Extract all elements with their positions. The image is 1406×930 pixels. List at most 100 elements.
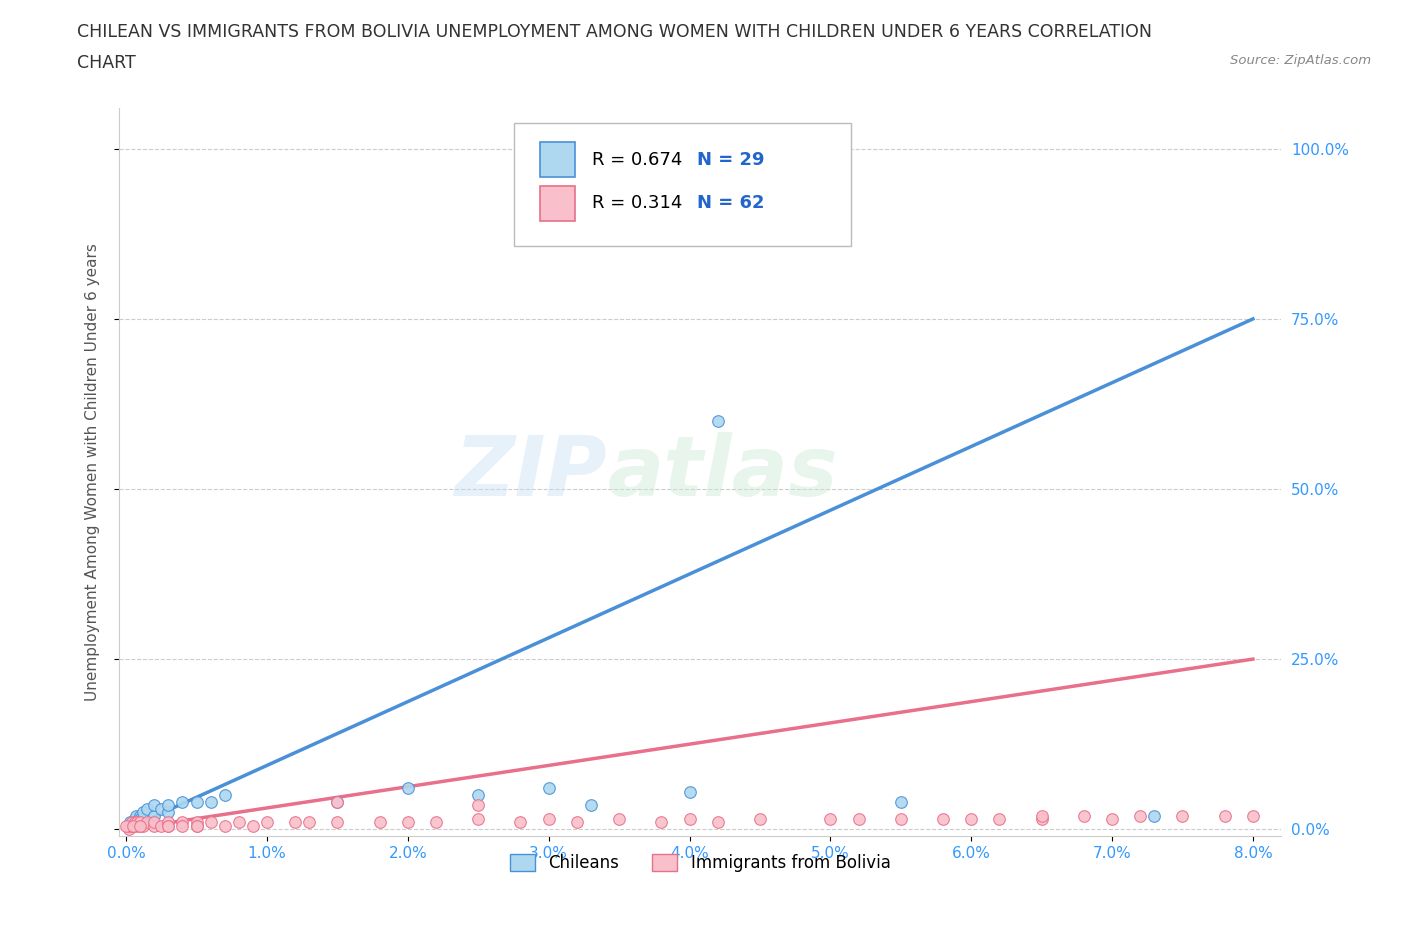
FancyBboxPatch shape bbox=[540, 186, 575, 220]
Point bbox=[326, 815, 349, 830]
Text: N = 62: N = 62 bbox=[696, 194, 763, 212]
Point bbox=[579, 798, 602, 813]
Point bbox=[124, 812, 146, 827]
Point bbox=[650, 815, 672, 830]
Point bbox=[200, 815, 222, 830]
Point bbox=[706, 414, 728, 429]
Point bbox=[242, 818, 264, 833]
Point bbox=[1101, 812, 1123, 827]
Point bbox=[157, 804, 180, 819]
Text: atlas: atlas bbox=[607, 432, 838, 512]
Point bbox=[1171, 808, 1194, 823]
Point bbox=[467, 812, 489, 827]
Point bbox=[143, 815, 166, 830]
Y-axis label: Unemployment Among Women with Children Under 6 years: Unemployment Among Women with Children U… bbox=[86, 243, 100, 701]
Point bbox=[120, 815, 142, 830]
Point bbox=[118, 822, 141, 837]
Text: CHART: CHART bbox=[77, 54, 136, 72]
Point bbox=[122, 815, 145, 830]
Point bbox=[1129, 808, 1152, 823]
Point bbox=[143, 798, 166, 813]
Point bbox=[172, 794, 194, 809]
Point bbox=[129, 818, 152, 833]
Point bbox=[1213, 808, 1236, 823]
Text: R = 0.314: R = 0.314 bbox=[592, 194, 682, 212]
Point bbox=[1031, 812, 1053, 827]
Point bbox=[1143, 808, 1166, 823]
Text: N = 29: N = 29 bbox=[696, 151, 763, 168]
Point bbox=[848, 812, 870, 827]
Point bbox=[120, 818, 142, 833]
Point bbox=[298, 815, 321, 830]
Point bbox=[143, 818, 166, 833]
Point bbox=[129, 808, 152, 823]
Point bbox=[396, 781, 419, 796]
Point bbox=[186, 815, 208, 830]
Point bbox=[256, 815, 278, 830]
Point bbox=[121, 818, 143, 833]
Point bbox=[425, 815, 447, 830]
Point bbox=[150, 802, 173, 817]
Point bbox=[1073, 808, 1095, 823]
Point bbox=[284, 815, 307, 830]
Point bbox=[820, 812, 842, 827]
Point bbox=[748, 812, 770, 827]
Point bbox=[678, 812, 700, 827]
Point bbox=[129, 818, 152, 833]
Point bbox=[678, 784, 700, 799]
Point bbox=[129, 815, 152, 830]
Point bbox=[396, 815, 419, 830]
Point bbox=[127, 815, 149, 830]
Point bbox=[537, 812, 560, 827]
Point bbox=[136, 802, 159, 817]
Point bbox=[706, 815, 728, 830]
Point bbox=[467, 798, 489, 813]
Text: CHILEAN VS IMMIGRANTS FROM BOLIVIA UNEMPLOYMENT AMONG WOMEN WITH CHILDREN UNDER : CHILEAN VS IMMIGRANTS FROM BOLIVIA UNEMP… bbox=[77, 23, 1153, 41]
Point bbox=[509, 815, 531, 830]
Point bbox=[607, 812, 630, 827]
Point bbox=[932, 812, 955, 827]
Point bbox=[228, 815, 250, 830]
Point bbox=[124, 815, 146, 830]
Point bbox=[118, 818, 141, 833]
Text: Source: ZipAtlas.com: Source: ZipAtlas.com bbox=[1230, 54, 1371, 67]
Point bbox=[125, 808, 148, 823]
Point bbox=[988, 812, 1011, 827]
Point bbox=[467, 788, 489, 803]
Point bbox=[890, 794, 912, 809]
Point bbox=[132, 818, 155, 833]
Point bbox=[326, 794, 349, 809]
Point bbox=[157, 798, 180, 813]
Point bbox=[214, 788, 236, 803]
Point bbox=[186, 818, 208, 833]
Point bbox=[122, 818, 145, 833]
Point bbox=[326, 794, 349, 809]
Text: ZIP: ZIP bbox=[454, 432, 607, 512]
Point bbox=[214, 818, 236, 833]
Point bbox=[1241, 808, 1264, 823]
Point bbox=[150, 818, 173, 833]
Point bbox=[136, 815, 159, 830]
Point bbox=[115, 818, 138, 833]
Text: R = 0.674: R = 0.674 bbox=[592, 151, 682, 168]
Point bbox=[157, 818, 180, 833]
Point bbox=[117, 818, 139, 833]
Point bbox=[537, 781, 560, 796]
Point bbox=[125, 818, 148, 833]
Point bbox=[1031, 808, 1053, 823]
FancyBboxPatch shape bbox=[515, 123, 851, 246]
Point bbox=[368, 815, 391, 830]
Point bbox=[132, 804, 155, 819]
Point bbox=[890, 812, 912, 827]
FancyBboxPatch shape bbox=[540, 142, 575, 177]
Point bbox=[157, 815, 180, 830]
Point bbox=[186, 794, 208, 809]
Legend: Chileans, Immigrants from Bolivia: Chileans, Immigrants from Bolivia bbox=[503, 847, 897, 879]
Point bbox=[172, 818, 194, 833]
Point bbox=[157, 818, 180, 833]
Point bbox=[960, 812, 983, 827]
Point bbox=[127, 815, 149, 830]
Point bbox=[186, 818, 208, 833]
Point bbox=[565, 815, 588, 830]
Point bbox=[121, 815, 143, 830]
